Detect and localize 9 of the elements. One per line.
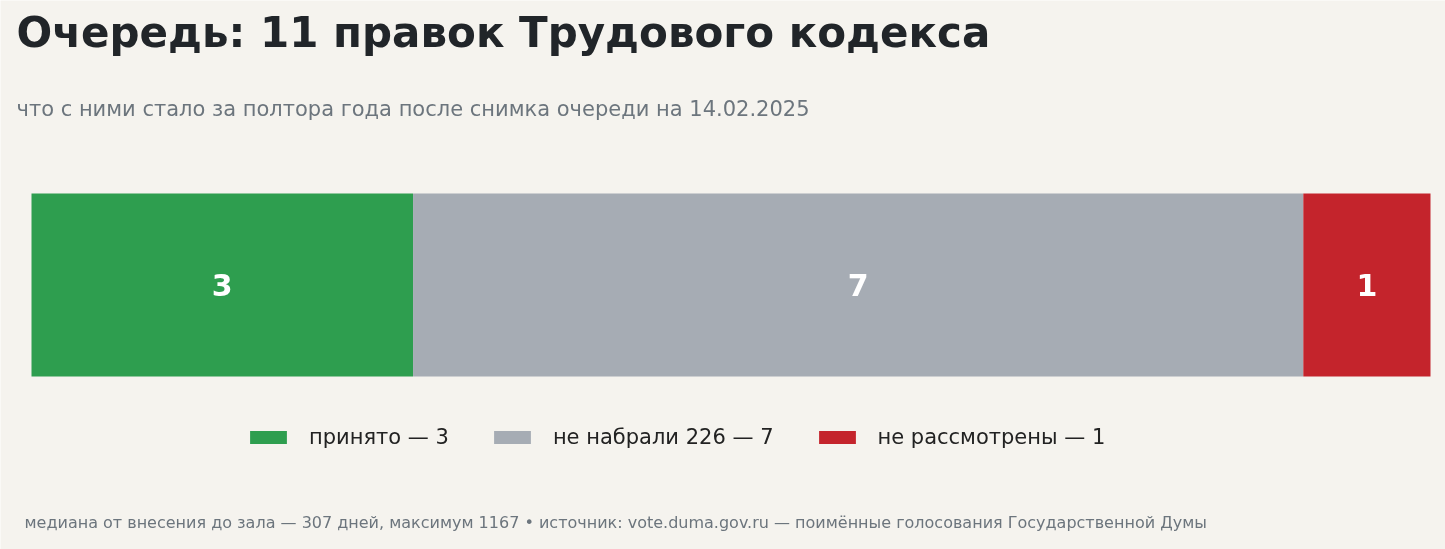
chart-title: Очередь: 11 правок Трудового кодекса (16, 7, 991, 57)
text: медиана от внесения до зала — 307 дней, максимум 1167 • источник: vote.duma.gov.ru — поимённые голосования Государственной Думы (24, 512, 1207, 532)
data-label: 7 (847, 268, 869, 303)
data-label: 3 (211, 268, 233, 303)
chart-subtitle: что с ними стало за полтора года после снимка очереди на 14.02.2025 (16, 96, 810, 121)
legend-label: не рассмотрены — 1 (877, 425, 1106, 449)
legend-label: не набрали 226 — 7 (552, 425, 774, 449)
data-label: 1 (1356, 268, 1378, 303)
legend-label: принято — 3 (309, 425, 449, 449)
